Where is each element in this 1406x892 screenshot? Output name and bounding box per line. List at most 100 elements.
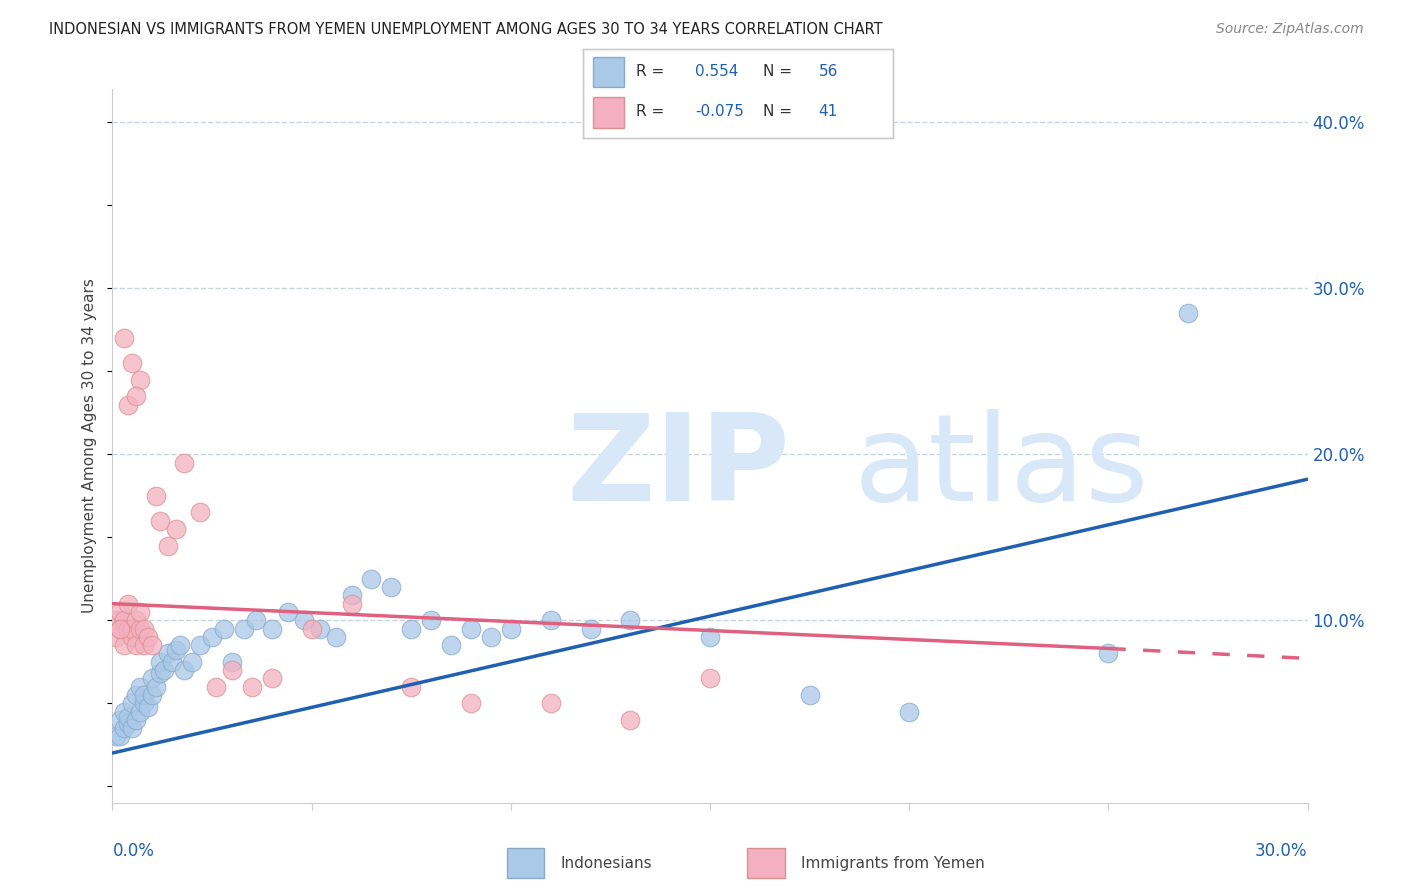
Point <box>121 356 143 370</box>
Text: Indonesians: Indonesians <box>560 855 652 871</box>
Point <box>129 605 152 619</box>
Bar <box>747 848 785 878</box>
Point <box>1097 647 1119 661</box>
Point <box>205 680 228 694</box>
Point <box>157 539 180 553</box>
Point <box>125 613 148 627</box>
Point <box>292 613 315 627</box>
Point <box>260 671 283 685</box>
Point <box>401 680 423 694</box>
Point <box>125 688 148 702</box>
Text: ZIP: ZIP <box>567 409 790 526</box>
Point <box>173 456 195 470</box>
Point <box>301 622 323 636</box>
Text: 0.554: 0.554 <box>695 64 738 78</box>
Point <box>134 622 156 636</box>
Point <box>110 713 132 727</box>
Point <box>153 663 176 677</box>
Point <box>141 638 163 652</box>
Point <box>619 713 641 727</box>
Point <box>540 696 562 710</box>
Point <box>173 663 195 677</box>
Point <box>134 638 156 652</box>
Point <box>121 696 143 710</box>
Point <box>308 622 330 636</box>
Point <box>114 331 135 345</box>
Point <box>699 630 721 644</box>
Text: 0.0%: 0.0% <box>112 842 155 860</box>
Point <box>499 622 522 636</box>
Point <box>165 522 187 536</box>
Point <box>540 613 562 627</box>
Point <box>460 696 482 710</box>
Point <box>125 389 148 403</box>
Point <box>619 613 641 627</box>
Point <box>129 705 152 719</box>
Point <box>380 580 402 594</box>
Point <box>114 638 135 652</box>
Point <box>141 688 163 702</box>
Point <box>340 597 363 611</box>
Point <box>420 613 443 627</box>
Text: atlas: atlas <box>853 409 1149 526</box>
Point <box>125 713 148 727</box>
Text: N =: N = <box>763 104 797 119</box>
Point <box>114 721 135 735</box>
Point <box>360 572 382 586</box>
Point <box>145 680 167 694</box>
Point <box>121 622 143 636</box>
Point <box>162 655 183 669</box>
Point <box>260 622 283 636</box>
Point <box>169 638 191 652</box>
Point <box>105 613 128 627</box>
Point <box>141 671 163 685</box>
Point <box>165 643 187 657</box>
Point <box>157 647 180 661</box>
Point <box>105 630 128 644</box>
Point <box>799 688 821 702</box>
Point <box>125 638 148 652</box>
Text: R =: R = <box>636 104 669 119</box>
Point <box>117 597 139 611</box>
Text: INDONESIAN VS IMMIGRANTS FROM YEMEN UNEMPLOYMENT AMONG AGES 30 TO 34 YEARS CORRE: INDONESIAN VS IMMIGRANTS FROM YEMEN UNEM… <box>49 22 883 37</box>
Point <box>129 680 152 694</box>
Point <box>898 705 921 719</box>
Point <box>110 622 132 636</box>
Point <box>138 699 160 714</box>
Point <box>188 505 211 519</box>
Point <box>134 688 156 702</box>
Point <box>149 514 172 528</box>
Point <box>121 630 143 644</box>
Text: Immigrants from Yemen: Immigrants from Yemen <box>800 855 984 871</box>
Point <box>117 622 139 636</box>
Y-axis label: Unemployment Among Ages 30 to 34 years: Unemployment Among Ages 30 to 34 years <box>82 278 97 614</box>
Point <box>129 373 152 387</box>
Point <box>245 613 267 627</box>
Point <box>212 622 235 636</box>
Point <box>134 696 156 710</box>
Bar <box>593 97 624 128</box>
Point <box>325 630 347 644</box>
Text: -0.075: -0.075 <box>695 104 744 119</box>
Point <box>121 721 143 735</box>
Point <box>233 622 256 636</box>
Point <box>221 663 243 677</box>
Point <box>1177 306 1199 320</box>
Point <box>117 709 139 723</box>
Point <box>117 397 139 411</box>
Point <box>145 489 167 503</box>
Point <box>479 630 502 644</box>
Point <box>110 622 132 636</box>
Point <box>340 588 363 602</box>
Point <box>401 622 423 636</box>
Text: 56: 56 <box>818 64 838 78</box>
Point <box>114 613 135 627</box>
Point <box>117 716 139 731</box>
Point <box>221 655 243 669</box>
Point <box>110 730 132 744</box>
Point <box>114 705 135 719</box>
Text: 41: 41 <box>818 104 838 119</box>
Point <box>440 638 463 652</box>
Text: 30.0%: 30.0% <box>1256 842 1308 860</box>
Point <box>277 605 299 619</box>
